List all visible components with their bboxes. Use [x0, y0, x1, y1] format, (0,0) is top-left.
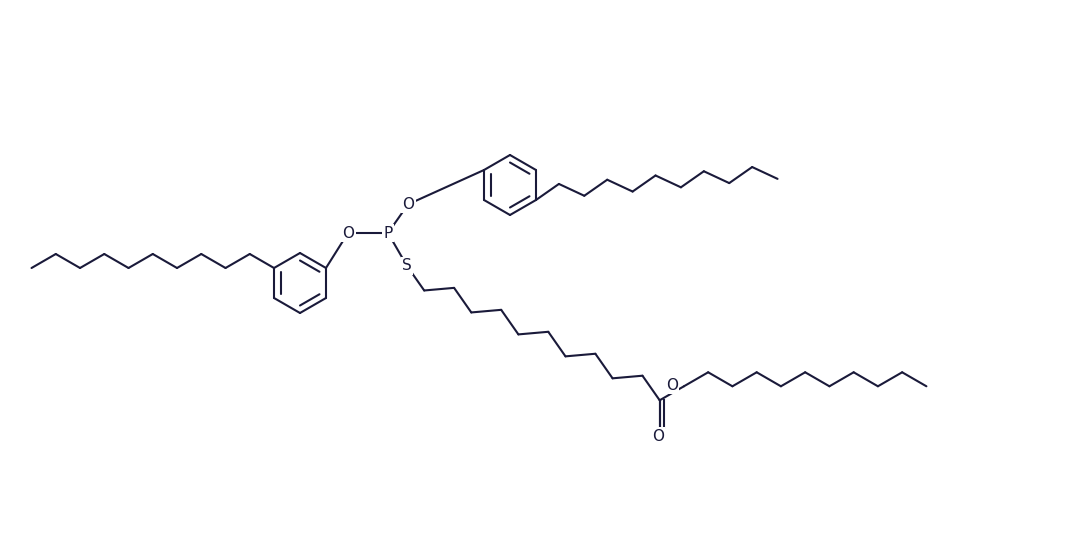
Text: O: O [666, 378, 678, 393]
Text: O: O [342, 226, 354, 240]
Text: O: O [403, 197, 414, 212]
Text: O: O [652, 429, 664, 444]
Text: P: P [383, 226, 393, 240]
Text: S: S [403, 258, 412, 273]
